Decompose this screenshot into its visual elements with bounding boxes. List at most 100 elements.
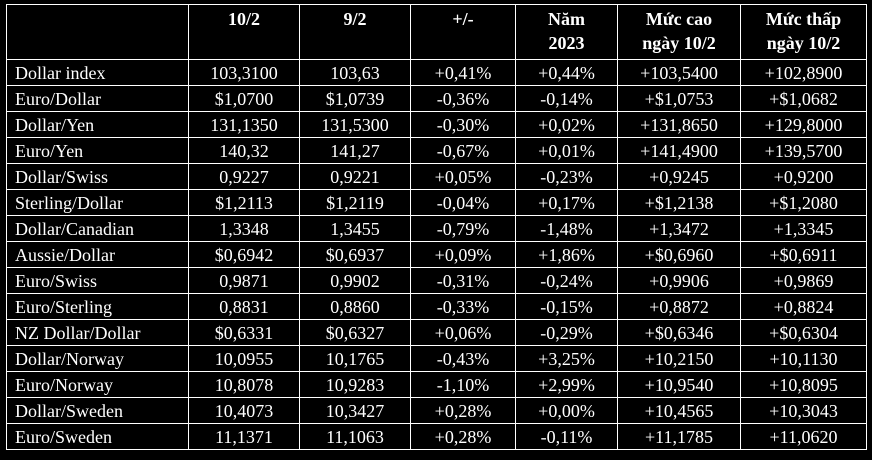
table-row: Aussie/Dollar $0,6942 $0,6937 +0,09% +1,86% +… [6, 241, 867, 268]
rate-today-cell: 131,1350 [188, 111, 300, 138]
day-low-cell: +1,3345 [740, 215, 867, 242]
day-low-cell: +139,5700 [740, 137, 867, 164]
rate-today-cell: 103,3100 [188, 59, 300, 86]
rate-previous-cell: 0,9221 [299, 163, 411, 190]
table-row: Euro/Swiss 0,9871 0,9902 -0,31% -0,24% +0,990… [6, 267, 867, 294]
header-row: 10/2 9/2 +/- Năm 2023 Mức cao ngày 10/2 Mứ… [6, 4, 867, 60]
ytd-percent-cell: -0,23% [515, 163, 618, 190]
rate-previous-cell: 131,5300 [299, 111, 411, 138]
pair-name-cell: Euro/Sweden [6, 423, 189, 450]
day-low-cell: +11,0620 [740, 423, 867, 450]
header-pair [6, 4, 189, 60]
day-low-cell: +$0,6304 [740, 319, 867, 346]
change-percent-cell: -0,36% [410, 85, 516, 112]
rate-previous-cell: 0,9902 [299, 267, 411, 294]
table-row: Dollar/Yen 131,1350 131,5300 -0,30% +0,02% +1… [6, 111, 867, 138]
day-low-cell: +102,8900 [740, 59, 867, 86]
ytd-percent-cell: +2,99% [515, 371, 618, 398]
day-high-cell: +11,1785 [617, 423, 741, 450]
pair-name-cell: NZ Dollar/Dollar [6, 319, 189, 346]
rate-today-cell: $1,0700 [188, 85, 300, 112]
rate-previous-cell: 103,63 [299, 59, 411, 86]
table-row: Euro/Norway 10,8078 10,9283 -1,10% +2,99% +10… [6, 371, 867, 398]
change-percent-cell: +0,05% [410, 163, 516, 190]
day-high-cell: +10,2150 [617, 345, 741, 372]
rate-today-cell: 0,9871 [188, 267, 300, 294]
ytd-percent-cell: -0,24% [515, 267, 618, 294]
table-row: Dollar/Canadian 1,3348 1,3455 -0,79% -1,48% +… [6, 215, 867, 242]
rate-today-cell: 11,1371 [188, 423, 300, 450]
day-low-cell: +129,8000 [740, 111, 867, 138]
day-low-cell: +10,8095 [740, 371, 867, 398]
change-percent-cell: +0,28% [410, 397, 516, 424]
day-low-cell: +$1,0682 [740, 85, 867, 112]
rate-previous-cell: 10,3427 [299, 397, 411, 424]
change-percent-cell: -0,04% [410, 189, 516, 216]
rate-previous-cell: 1,3455 [299, 215, 411, 242]
ytd-percent-cell: -0,14% [515, 85, 618, 112]
day-low-cell: +10,3043 [740, 397, 867, 424]
change-percent-cell: +0,09% [410, 241, 516, 268]
rate-previous-cell: 0,8860 [299, 293, 411, 320]
table-row: Dollar/Norway 10,0955 10,1765 -0,43% +3,25% +… [6, 345, 867, 372]
pair-name-cell: Dollar/Sweden [6, 397, 189, 424]
day-high-cell: +$1,0753 [617, 85, 741, 112]
ytd-percent-cell: +0,17% [515, 189, 618, 216]
table-row: Dollar index 103,3100 103,63 +0,41% +0,44% +1… [6, 59, 867, 86]
day-high-cell: +10,4565 [617, 397, 741, 424]
pair-name-cell: Euro/Norway [6, 371, 189, 398]
ytd-percent-cell: -1,48% [515, 215, 618, 242]
pair-name-cell: Euro/Swiss [6, 267, 189, 294]
day-high-cell: +0,9245 [617, 163, 741, 190]
change-percent-cell: -0,79% [410, 215, 516, 242]
rate-previous-cell: $0,6327 [299, 319, 411, 346]
day-high-cell: +1,3472 [617, 215, 741, 242]
change-percent-cell: -0,31% [410, 267, 516, 294]
header-year-to-date: Năm 2023 [515, 4, 618, 60]
ytd-percent-cell: +0,01% [515, 137, 618, 164]
day-high-cell: +0,9906 [617, 267, 741, 294]
table-row: Euro/Sterling 0,8831 0,8860 -0,33% -0,15% +0,… [6, 293, 867, 320]
pair-name-cell: Euro/Yen [6, 137, 189, 164]
rate-today-cell: 10,4073 [188, 397, 300, 424]
day-low-cell: +10,1130 [740, 345, 867, 372]
rate-previous-cell: $1,0739 [299, 85, 411, 112]
ytd-percent-cell: +0,02% [515, 111, 618, 138]
exchange-rate-table: 10/2 9/2 +/- Năm 2023 Mức cao ngày 10/2 Mứ… [6, 4, 867, 450]
day-high-cell: +131,8650 [617, 111, 741, 138]
rate-today-cell: 0,8831 [188, 293, 300, 320]
rate-previous-cell: $0,6937 [299, 241, 411, 268]
rate-previous-cell: 141,27 [299, 137, 411, 164]
ytd-percent-cell: +0,00% [515, 397, 618, 424]
day-high-cell: +$1,2138 [617, 189, 741, 216]
day-low-cell: +$1,2080 [740, 189, 867, 216]
pair-name-cell: Dollar/Canadian [6, 215, 189, 242]
day-high-cell: +0,8872 [617, 293, 741, 320]
rate-previous-cell: $1,2119 [299, 189, 411, 216]
change-percent-cell: -0,30% [410, 111, 516, 138]
change-percent-cell: -0,33% [410, 293, 516, 320]
header-change: +/- [410, 4, 516, 60]
header-date-today: 10/2 [188, 4, 300, 60]
day-high-cell: +103,5400 [617, 59, 741, 86]
header-day-high: Mức cao ngày 10/2 [617, 4, 741, 60]
header-day-low: Mức thấp ngày 10/2 [740, 4, 867, 60]
pair-name-cell: Euro/Sterling [6, 293, 189, 320]
day-low-cell: +$0,6911 [740, 241, 867, 268]
ytd-percent-cell: -0,11% [515, 423, 618, 450]
day-high-cell: +10,9540 [617, 371, 741, 398]
rate-previous-cell: 10,9283 [299, 371, 411, 398]
header-date-previous: 9/2 [299, 4, 411, 60]
rate-today-cell: 1,3348 [188, 215, 300, 242]
ytd-percent-cell: -0,15% [515, 293, 618, 320]
rate-today-cell: 140,32 [188, 137, 300, 164]
ytd-percent-cell: +0,44% [515, 59, 618, 86]
change-percent-cell: +0,06% [410, 319, 516, 346]
table-row: NZ Dollar/Dollar $0,6331 $0,6327 +0,06% -0,2… [6, 319, 867, 346]
rate-today-cell: $0,6942 [188, 241, 300, 268]
pair-name-cell: Dollar index [6, 59, 189, 86]
ytd-percent-cell: -0,29% [515, 319, 618, 346]
day-high-cell: +$0,6346 [617, 319, 741, 346]
day-low-cell: +0,9869 [740, 267, 867, 294]
table-row: Euro/Sweden 11,1371 11,1063 +0,28% -0,11% +11… [6, 423, 867, 450]
